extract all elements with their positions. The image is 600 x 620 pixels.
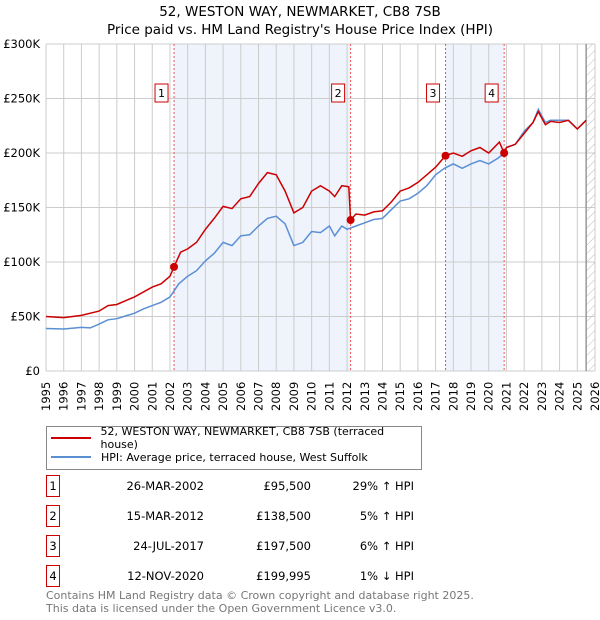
sale-marker-label: 1 — [158, 87, 165, 100]
x-tick-label: 1995 — [39, 382, 53, 411]
x-tick-label: 2018 — [446, 382, 460, 411]
forecast-hatch — [586, 44, 595, 371]
sale-marker-box — [426, 83, 441, 103]
sale-price: £197,500 — [256, 539, 311, 553]
sale-number: 1 — [46, 475, 60, 497]
price-chart: 1995 1996 1997 1998 1999 2000 2001 2002 2003 2004… — [3, 37, 600, 411]
y-tick-label: £250K — [3, 92, 40, 106]
x-tick-label: 1998 — [92, 382, 106, 411]
sale-marker-label: 3 — [430, 87, 437, 100]
sale-date: 24-JUL-2017 — [133, 539, 204, 553]
x-tick-label: 2011 — [322, 382, 336, 411]
sale-price: £199,995 — [256, 569, 311, 583]
y-tick-label: £50K — [11, 310, 41, 324]
legend-item-property: 52, WESTON WAY, NEWMARKET, CB8 7SB (terr… — [51, 425, 421, 451]
x-tick-label: 2014 — [375, 382, 389, 411]
sale-number: 2 — [46, 505, 60, 527]
x-tick-label: 2021 — [499, 382, 513, 411]
sale-point — [441, 151, 450, 160]
sale-marker-label: 4 — [488, 87, 495, 100]
sale-hpi-diff: 29% ↑ HPI — [352, 479, 414, 493]
sale-date: 15-MAR-2012 — [126, 509, 204, 523]
x-tick-label: 2016 — [411, 382, 425, 411]
sale-marker-box — [484, 83, 499, 103]
legend-label: HPI: Average price, terraced house, West… — [101, 450, 368, 464]
sale-price: £138,500 — [256, 509, 311, 523]
x-tick-label: 2012 — [340, 382, 354, 411]
x-tick-label: 2020 — [482, 382, 496, 411]
footer-licence: This data is licensed under the Open Gov… — [46, 602, 397, 615]
sale-point — [346, 216, 355, 225]
legend-label: 52, WESTON WAY, NEWMARKET, CB8 7SB (terr… — [100, 425, 385, 451]
x-tick-label: 2008 — [269, 382, 283, 411]
x-tick-label: 2006 — [234, 382, 248, 411]
footer-copyright: Contains HM Land Registry data © Crown c… — [46, 589, 474, 602]
x-tick-label: 2013 — [358, 382, 372, 411]
y-tick-label: £0 — [25, 364, 40, 378]
blue-line-swatch — [51, 456, 91, 458]
sale-date: 26-MAR-2002 — [126, 479, 204, 493]
x-tick-label: 2017 — [429, 382, 443, 411]
x-tick-label: 2015 — [393, 382, 407, 411]
x-tick-label: 1999 — [110, 382, 124, 411]
x-tick-label: 2005 — [216, 382, 230, 411]
sale-point — [170, 262, 179, 271]
y-tick-label: £150K — [3, 201, 40, 215]
legend-item-hpi: HPI: Average price, terraced house, West… — [51, 449, 368, 465]
y-tick-label: £100K — [3, 255, 40, 269]
sale-marker-box — [154, 83, 169, 103]
x-tick-label: 2007 — [252, 382, 266, 411]
x-tick-label: 2025 — [570, 382, 584, 411]
y-tick-label: £200K — [3, 146, 40, 160]
sale-hpi-diff: 1% ↓ HPI — [359, 569, 414, 583]
legend: 52, WESTON WAY, NEWMARKET, CB8 7SB (terr… — [46, 425, 422, 470]
x-tick-label: 2023 — [535, 382, 549, 411]
x-tick-label: 1997 — [74, 382, 88, 411]
sale-marker-box — [331, 83, 346, 103]
sale-number: 3 — [46, 535, 60, 557]
x-tick-label: 2024 — [553, 382, 567, 411]
chart-title: 52, WESTON WAY, NEWMARKET, CB8 7SB — [159, 4, 441, 20]
sale-marker-label: 2 — [335, 87, 342, 100]
x-tick-label: 2002 — [163, 382, 177, 411]
sale-hpi-diff: 6% ↑ HPI — [359, 539, 414, 553]
x-tick-label: 2026 — [588, 382, 600, 411]
red-line-swatch — [51, 437, 91, 439]
sale-point — [500, 149, 509, 157]
x-tick-label: 2001 — [145, 382, 159, 411]
sale-date: 12-NOV-2020 — [127, 569, 204, 583]
x-tick-label: 2003 — [181, 382, 195, 411]
x-tick-label: 2004 — [198, 382, 212, 411]
x-tick-label: 2000 — [128, 382, 142, 411]
sale-price: £95,500 — [263, 479, 311, 493]
sale-number: 4 — [46, 565, 60, 587]
x-tick-label: 2009 — [287, 382, 301, 411]
x-tick-label: 2010 — [305, 382, 319, 411]
sale-hpi-diff: 5% ↑ HPI — [359, 509, 414, 523]
x-tick-label: 1996 — [57, 382, 71, 411]
x-tick-label: 2022 — [517, 382, 531, 411]
chart-subtitle: Price paid vs. HM Land Registry's House … — [107, 22, 493, 38]
y-tick-label: £300K — [3, 37, 40, 51]
x-tick-label: 2019 — [464, 382, 478, 411]
